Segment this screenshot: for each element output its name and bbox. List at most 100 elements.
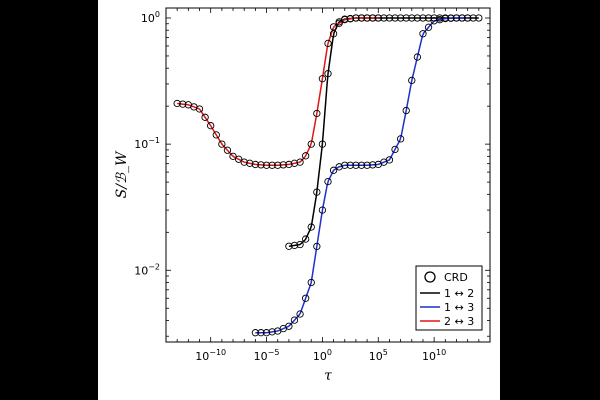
crd-marker [313, 109, 321, 118]
crd-marker [179, 100, 187, 108]
crd-marker [234, 155, 243, 163]
crd-marker [369, 161, 377, 169]
crd-marker [268, 328, 276, 336]
crd-marker [436, 16, 444, 24]
crd-marker [313, 188, 321, 196]
crd-marker [419, 30, 427, 38]
crd-marker [240, 158, 248, 166]
crd-marker [329, 30, 338, 38]
x-axis-label: τ [324, 368, 332, 384]
y-tick-label: 100 [141, 10, 160, 25]
crd-marker [447, 14, 455, 22]
crd-marker [329, 166, 338, 174]
crd-marker [218, 140, 226, 148]
x-tick-label: 10−5 [254, 348, 280, 363]
crd-marker [452, 14, 461, 22]
crd-marker [223, 146, 232, 154]
legend-box [415, 265, 483, 331]
crd-marker [475, 14, 483, 22]
crd-marker [369, 14, 377, 22]
crd-marker [391, 14, 399, 22]
crd-marker [207, 122, 215, 130]
crd-marker [268, 161, 276, 169]
crd-marker [296, 310, 304, 318]
crd-marker [458, 14, 466, 22]
crd-marker [469, 14, 477, 22]
crd-marker [246, 159, 254, 167]
crd-marker [424, 14, 433, 22]
crd-marker [307, 140, 315, 148]
crd-marker [352, 161, 360, 169]
y-tick-label: 10−2 [134, 262, 160, 277]
crd-marker [357, 161, 366, 169]
crd-marker [396, 14, 405, 22]
crd-marker [385, 156, 394, 164]
curve-1-2 [288, 17, 479, 248]
crd-marker [419, 14, 427, 22]
legend: CRD 1 ↔ 2 1 ↔ 3 2 ↔ 3 [415, 265, 483, 331]
crd-marker [396, 135, 405, 143]
crd-marker [430, 17, 438, 25]
crd-marker [324, 177, 332, 186]
crd-marker [285, 242, 293, 250]
plot-frame [165, 7, 491, 343]
legend-label-1-2: 1 ↔ 2 [444, 287, 474, 300]
crd-marker [173, 99, 181, 108]
x-tick-label: 100 [313, 348, 332, 363]
x-tick-label: 105 [369, 348, 388, 363]
crd-marker [318, 140, 327, 148]
crd-marker [318, 75, 327, 83]
crd-marker [324, 70, 332, 78]
crd-marker [201, 113, 209, 121]
legend-marker-crd [424, 271, 436, 283]
crd-marker [290, 159, 299, 167]
crd-marker [229, 152, 237, 161]
crd-marker [385, 14, 394, 22]
crd-marker [307, 278, 315, 287]
legend-label-2-3: 2 ↔ 3 [444, 315, 474, 328]
crd-marker [279, 161, 287, 169]
markers-layer [173, 14, 483, 337]
crd-marker [346, 161, 354, 169]
crd-marker [302, 235, 310, 243]
crd-marker [380, 14, 388, 22]
crd-marker [363, 161, 371, 169]
crd-marker [195, 105, 204, 113]
crd-marker [212, 131, 220, 139]
crd-marker [357, 14, 366, 22]
crd-marker [352, 14, 360, 22]
crd-marker [262, 161, 271, 169]
crd-marker [413, 53, 422, 61]
crd-marker [402, 106, 410, 115]
crd-marker [257, 161, 265, 169]
crd-marker [251, 160, 260, 169]
crd-marker [285, 160, 293, 169]
crd-marker [408, 14, 416, 22]
crd-marker [285, 322, 293, 330]
crd-marker [257, 329, 265, 337]
x-tick-label: 10−10 [195, 348, 226, 363]
crd-marker [307, 223, 315, 231]
crd-marker [324, 39, 332, 48]
crd-marker [413, 14, 422, 22]
crd-marker [302, 294, 310, 302]
ticks-layer: 10−10 10−5 100 105 1010 10−2 10−1 100 [134, 8, 491, 363]
crd-marker [441, 14, 449, 23]
legend-label-crd: CRD [444, 271, 468, 284]
crd-marker [335, 19, 343, 27]
crd-marker [296, 240, 304, 249]
legend-label-1-3: 1 ↔ 3 [444, 301, 474, 314]
crd-marker [363, 14, 371, 22]
y-axis-label: S/ℬ_W [114, 150, 130, 198]
y-tick-label: 10−1 [134, 136, 160, 151]
crd-marker [313, 242, 321, 251]
crd-marker [262, 329, 271, 337]
curve-1-3 [255, 17, 468, 334]
crd-marker [391, 145, 399, 154]
crd-marker [464, 14, 472, 22]
crd-marker [408, 76, 416, 85]
crd-marker [374, 14, 382, 22]
chart-svg: 10−10 10−5 100 105 1010 10−2 10−1 100 CRD 1 ↔ 2… [114, 7, 491, 384]
crd-marker [402, 14, 410, 22]
crd-marker [329, 23, 338, 31]
